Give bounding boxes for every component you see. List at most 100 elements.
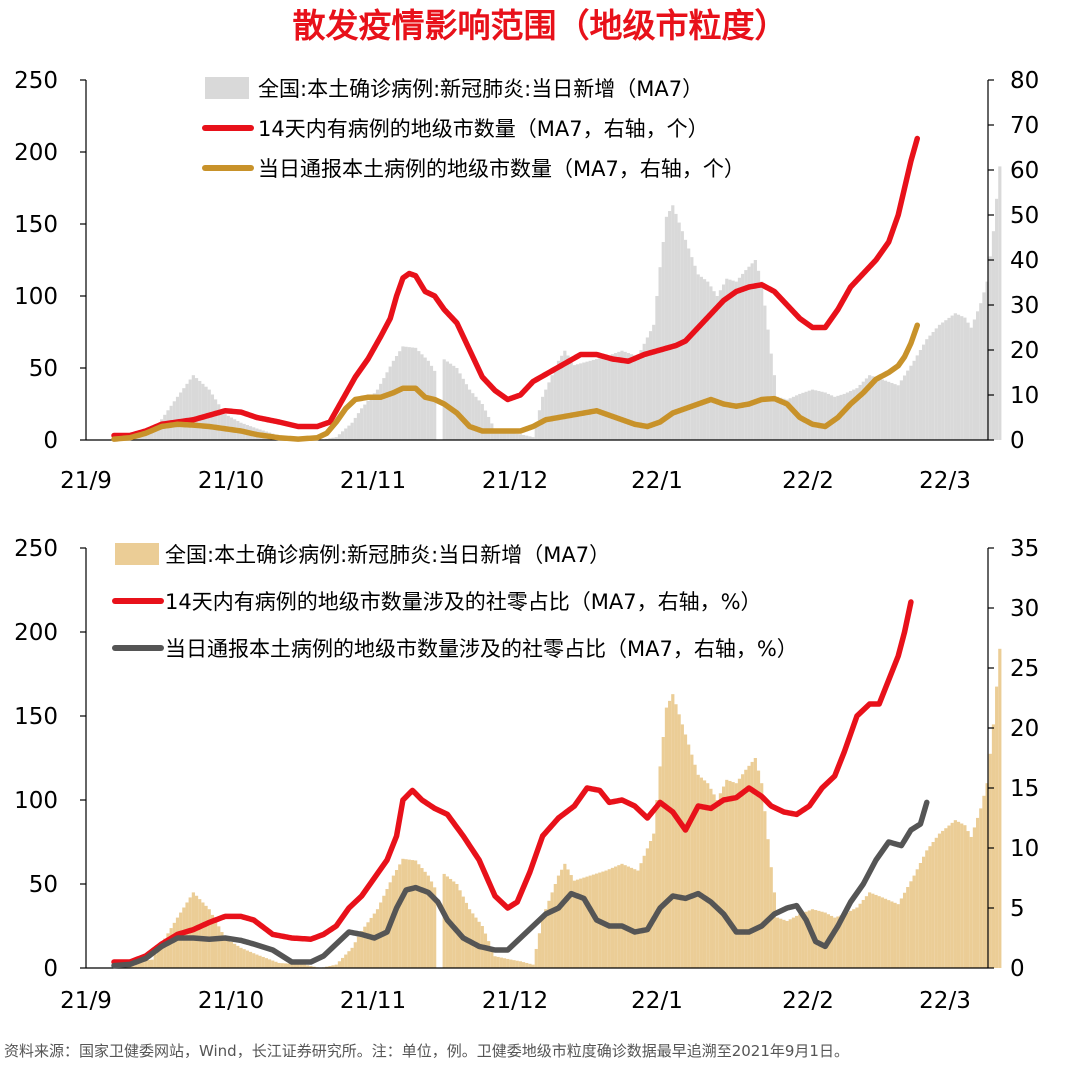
bar — [442, 873, 446, 968]
bar — [982, 795, 986, 968]
bar — [801, 912, 805, 968]
y-left-tick-label: 50 — [29, 872, 58, 898]
y-left-tick-label: 0 — [43, 956, 58, 982]
x-tick-label: 21/11 — [340, 988, 406, 1010]
y-right-tick-label: 0 — [1010, 956, 1025, 982]
bar — [671, 205, 675, 440]
bar — [877, 896, 881, 968]
bar — [160, 943, 164, 968]
bar — [293, 964, 297, 968]
bar — [372, 913, 376, 968]
bar — [493, 956, 497, 968]
bar — [826, 393, 830, 440]
bar — [499, 957, 503, 968]
bar — [572, 365, 576, 440]
bar — [474, 396, 478, 440]
legend-label: 当日通报本土病例的地级市数量（MA7，右轴，个） — [258, 157, 745, 181]
bar — [267, 959, 272, 968]
bar — [302, 964, 307, 968]
bar — [845, 392, 850, 440]
y-right-tick-label: 35 — [1010, 536, 1039, 562]
y-right-tick-label: 20 — [1010, 338, 1039, 364]
bar — [601, 357, 605, 440]
x-tick-label: 22/1 — [631, 468, 683, 494]
bar — [337, 434, 342, 440]
bar — [448, 363, 453, 440]
bar — [518, 434, 522, 440]
bar — [737, 277, 742, 440]
bar — [766, 329, 770, 440]
bar — [331, 965, 335, 968]
bar — [760, 783, 764, 968]
bar — [820, 391, 824, 440]
bar — [633, 869, 637, 968]
bar — [401, 346, 405, 440]
bar — [525, 962, 529, 968]
x-tick-label: 21/9 — [60, 988, 112, 1010]
bar — [922, 344, 926, 440]
bar — [490, 948, 494, 968]
bar — [674, 213, 678, 440]
bar — [607, 355, 611, 440]
bar — [960, 823, 964, 968]
bar — [814, 390, 818, 440]
bar — [334, 964, 338, 968]
bar — [782, 919, 786, 968]
bar — [874, 377, 878, 440]
bar — [791, 396, 796, 440]
bar — [902, 375, 907, 440]
bar — [652, 833, 656, 968]
bar — [369, 917, 373, 968]
bar — [833, 917, 837, 968]
bar — [394, 356, 399, 440]
bar — [642, 343, 646, 440]
x-tick-label: 21/12 — [482, 988, 548, 1010]
bar — [356, 936, 361, 968]
bar — [223, 937, 227, 968]
bar — [410, 347, 415, 440]
bar — [264, 958, 268, 968]
bar — [337, 961, 342, 968]
bar — [210, 394, 215, 440]
bar — [261, 956, 265, 968]
bar — [931, 332, 935, 440]
bar — [245, 950, 249, 968]
bar — [179, 392, 183, 440]
legend: 全国:本土确诊病例:新冠肺炎:当日新增（MA7） 14天内有病例的地级市数量（MA… — [202, 77, 745, 181]
bar — [864, 378, 869, 440]
bar — [410, 860, 415, 968]
bar — [185, 383, 189, 440]
bar — [496, 430, 500, 440]
bar — [144, 433, 148, 440]
bar — [931, 842, 935, 968]
bar — [334, 437, 338, 440]
bar — [515, 960, 519, 968]
y-right-tick-label: 70 — [1010, 113, 1039, 139]
bar — [906, 887, 910, 968]
bar — [487, 941, 491, 968]
bar — [829, 915, 834, 968]
bar — [239, 947, 243, 968]
bar — [544, 909, 548, 968]
bar — [909, 365, 913, 440]
bar — [569, 360, 573, 440]
bar — [874, 894, 878, 968]
x-tick-label: 21/9 — [60, 468, 112, 494]
bar — [912, 875, 916, 968]
bar — [620, 350, 624, 440]
bar — [360, 408, 364, 440]
bar — [760, 281, 764, 440]
bar — [909, 881, 913, 968]
y-left-tick-label: 100 — [14, 284, 58, 310]
bar — [648, 840, 653, 968]
bar — [655, 296, 659, 440]
bar — [731, 782, 735, 968]
bar — [420, 868, 424, 968]
bar — [588, 875, 592, 968]
bar — [772, 892, 776, 968]
y-left-tick-label: 100 — [14, 788, 58, 814]
bar — [150, 432, 154, 440]
bar — [582, 362, 586, 440]
bar — [620, 863, 624, 968]
bar — [995, 686, 999, 968]
